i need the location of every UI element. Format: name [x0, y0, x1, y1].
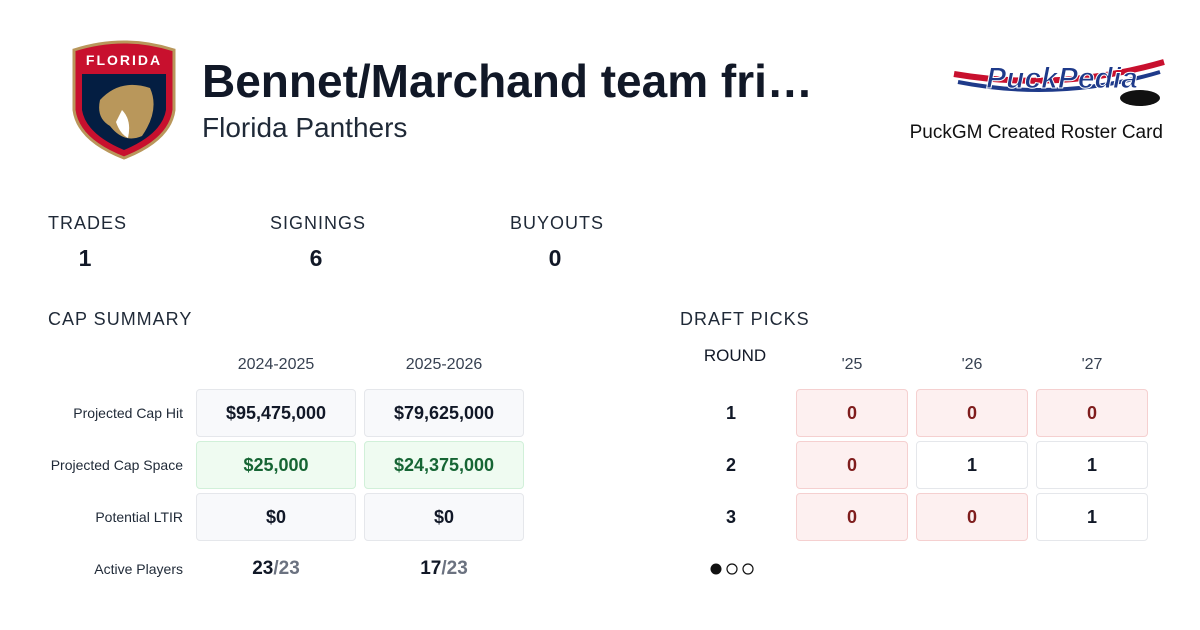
round-number: 2	[725, 455, 737, 475]
cap-cell: $95,475,000	[196, 389, 356, 437]
active-players: 17/23	[420, 558, 468, 579]
stat-value: 1	[78, 245, 92, 271]
row-label: Projected Cap Hit	[73, 405, 183, 421]
stat-value: 6	[309, 245, 323, 271]
cap-cell: $24,375,000	[364, 441, 524, 489]
pick-cell: 0	[916, 389, 1028, 437]
brand-logo: PuckPedia	[953, 59, 1165, 106]
brand-logo-text: PuckPedia	[986, 62, 1138, 95]
pick-cell: 0	[796, 493, 908, 541]
stat-value: 0	[548, 245, 562, 271]
stat-label: BUYOUTS	[510, 213, 605, 233]
row-label: Active Players	[94, 561, 183, 577]
active-players: 23/23	[252, 558, 300, 579]
row-label: Projected Cap Space	[50, 457, 183, 473]
column-header: 2025-2026	[405, 356, 483, 373]
title: Bennet/Marchand team fri…	[202, 55, 813, 107]
cap-cell: $0	[196, 493, 356, 541]
year-header: '26	[961, 356, 983, 373]
pick-cell: 0	[796, 389, 908, 437]
pick-cell: 1	[916, 441, 1028, 489]
stat-label: TRADES	[48, 213, 128, 233]
row-label: Potential LTIR	[95, 509, 183, 525]
cap-cell: $25,000	[196, 441, 356, 489]
team-logo-text: FLORIDA	[86, 52, 162, 68]
cap-cell: $79,625,000	[364, 389, 524, 437]
team-logo: FLORIDA	[72, 40, 176, 160]
round-number: 3	[725, 507, 737, 527]
pick-cell: 0	[1036, 389, 1148, 437]
pick-cell: 0	[796, 441, 908, 489]
round-label: ROUND	[703, 346, 767, 365]
brand-caption: PuckGM Created Roster Card	[909, 122, 1163, 143]
pagination	[710, 563, 754, 575]
stat-label: SIGNINGS	[270, 213, 367, 233]
draft-picks-title: DRAFT PICKS	[680, 309, 810, 329]
year-header: '25	[841, 356, 863, 373]
cap-summary-title: CAP SUMMARY	[48, 309, 193, 329]
pick-cell: 0	[916, 493, 1028, 541]
pick-cell: 1	[1036, 441, 1148, 489]
year-header: '27	[1081, 356, 1103, 373]
subtitle: Florida Panthers	[202, 112, 408, 143]
cap-cell: $0	[364, 493, 524, 541]
pick-cell: 1	[1036, 493, 1148, 541]
column-header: 2024-2025	[237, 356, 315, 373]
round-number: 1	[725, 403, 737, 423]
